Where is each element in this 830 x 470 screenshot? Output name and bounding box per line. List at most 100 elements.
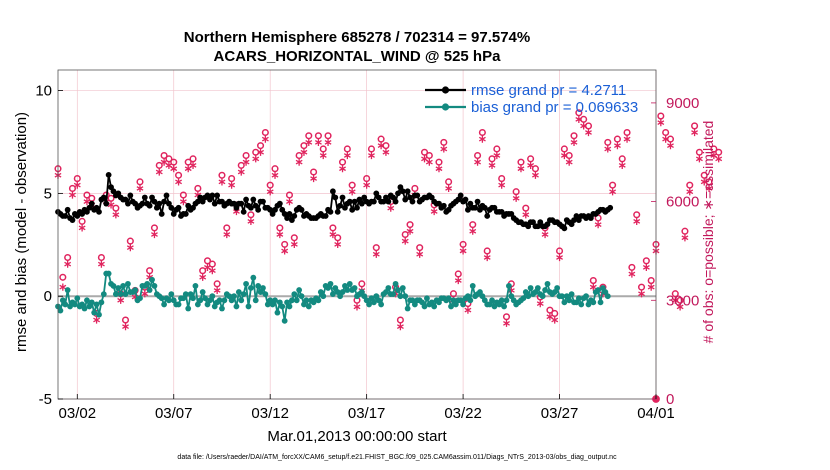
legend-rmse-marker bbox=[441, 86, 450, 94]
bias-point bbox=[566, 297, 573, 304]
rmse-point bbox=[255, 206, 262, 213]
bias-point bbox=[185, 305, 192, 312]
possible-obs-point bbox=[199, 267, 207, 275]
bias-point bbox=[399, 285, 406, 291]
bias-point bbox=[578, 301, 585, 308]
assimilated-obs-point bbox=[117, 296, 125, 304]
assimilated-obs-point bbox=[459, 247, 467, 255]
possible-obs-point bbox=[396, 316, 404, 324]
bias-point bbox=[460, 301, 466, 308]
bias-point bbox=[281, 317, 288, 324]
possible-obs-point bbox=[416, 244, 424, 252]
rmse-point bbox=[457, 192, 464, 199]
right-axis-ticks: 0 3000 6000 9000 bbox=[651, 95, 699, 408]
bias-point bbox=[279, 303, 286, 310]
bias-point bbox=[64, 287, 71, 293]
assimilated-obs-point bbox=[657, 119, 665, 127]
possible-obs-point bbox=[184, 158, 192, 166]
rmse-point bbox=[64, 206, 71, 213]
assimilated-obs-point bbox=[517, 165, 525, 173]
assimilated-obs-point bbox=[512, 194, 520, 202]
possible-obs-point bbox=[609, 181, 617, 189]
bias-point bbox=[166, 297, 172, 304]
rmse-point bbox=[260, 198, 266, 205]
assimilated-obs-point bbox=[691, 128, 699, 137]
possible-obs-point bbox=[666, 135, 675, 143]
bias-point bbox=[590, 299, 597, 306]
rmse-point bbox=[243, 196, 249, 203]
bias-point bbox=[527, 285, 534, 291]
bias-point bbox=[339, 289, 346, 295]
rmse-point bbox=[209, 192, 216, 199]
bias-point bbox=[395, 287, 401, 293]
assimilated-obs-point bbox=[560, 151, 568, 160]
assimilated-obs-point bbox=[695, 155, 703, 163]
bias-point bbox=[151, 283, 158, 289]
possible-obs-point bbox=[136, 178, 144, 186]
bias-point bbox=[561, 299, 568, 306]
rmse-point bbox=[248, 204, 254, 211]
assimilated-obs-point bbox=[382, 148, 390, 156]
possible-obs-point bbox=[165, 155, 173, 163]
assimilated-obs-point bbox=[594, 221, 602, 229]
y-axis-right-label: # of obs: o=possible; ∗=assimilated bbox=[700, 121, 716, 344]
possible-obs-point bbox=[367, 145, 376, 153]
possible-obs-point bbox=[580, 115, 588, 123]
assimilated-obs-point bbox=[556, 253, 563, 262]
plot-frame bbox=[57, 69, 657, 400]
rmse-point bbox=[141, 194, 148, 201]
bias-point bbox=[498, 297, 505, 304]
possible-obs-point bbox=[584, 122, 593, 130]
bias-point bbox=[252, 297, 259, 304]
assimilated-obs-point bbox=[314, 138, 322, 146]
bias-point bbox=[112, 291, 119, 298]
assimilated-obs-point bbox=[59, 283, 67, 291]
assimilated-obs-point bbox=[266, 188, 274, 196]
rmse-point bbox=[484, 213, 491, 219]
rmse-point bbox=[339, 194, 346, 201]
possible-obs-point bbox=[686, 181, 694, 189]
bias-point bbox=[199, 289, 206, 295]
possible-obs-point bbox=[218, 171, 226, 179]
assimilated-obs-point bbox=[604, 145, 612, 153]
x-tick-label: 03/02 bbox=[59, 405, 97, 422]
possible-obs-point bbox=[290, 234, 298, 242]
bias-point bbox=[190, 295, 196, 302]
possible-obs-point bbox=[604, 138, 612, 146]
rmse-point bbox=[392, 198, 399, 205]
bias-point bbox=[216, 297, 223, 304]
bias-point bbox=[88, 299, 95, 306]
bias-point bbox=[327, 280, 334, 287]
assimilated-obs-point bbox=[247, 217, 255, 225]
possible-obs-point bbox=[633, 211, 641, 219]
assimilated-obs-point bbox=[522, 211, 530, 219]
assimilated-obs-point bbox=[483, 253, 491, 262]
assimilated-obs-point bbox=[430, 207, 438, 216]
assimilated-obs-point bbox=[334, 240, 342, 248]
possible-obs-point bbox=[691, 122, 699, 130]
assimilated-obs-point bbox=[633, 217, 641, 225]
possible-obs-point bbox=[560, 145, 568, 153]
bias-point bbox=[397, 293, 404, 300]
possible-obs-point bbox=[406, 221, 414, 229]
bias-point bbox=[274, 309, 281, 316]
bias-point bbox=[424, 295, 430, 302]
possible-obs-point bbox=[121, 316, 130, 324]
bias-point bbox=[445, 295, 452, 302]
bias-point bbox=[501, 303, 507, 310]
rmse-point bbox=[349, 206, 356, 213]
possible-obs-point bbox=[411, 184, 419, 192]
assimilated-obs-point bbox=[319, 151, 327, 160]
bias-point bbox=[122, 291, 129, 298]
bias-point bbox=[168, 291, 175, 298]
bias-point bbox=[315, 297, 322, 304]
rmse-point bbox=[158, 211, 165, 217]
possible-obs-point bbox=[449, 290, 458, 298]
bias-point bbox=[402, 293, 409, 300]
possible-obs-point bbox=[425, 151, 433, 160]
possible-obs-point bbox=[194, 184, 202, 192]
bias-point bbox=[489, 297, 495, 304]
assimilated-obs-point bbox=[170, 165, 178, 173]
possible-obs-point bbox=[637, 283, 646, 291]
